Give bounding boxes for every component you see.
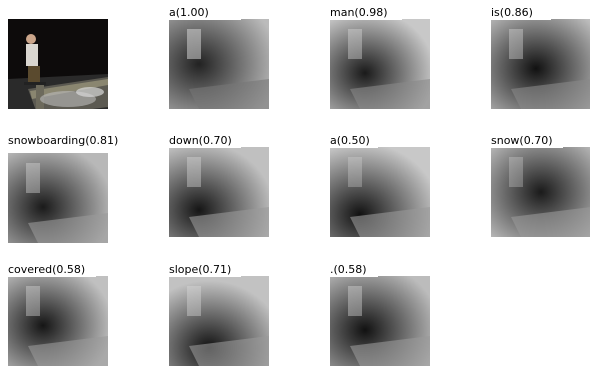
word-label: man(0.98): [330, 6, 402, 20]
word-label: .(0.58): [330, 263, 378, 277]
word-label: snowboarding(0.81): [8, 134, 130, 148]
attention-map: [8, 153, 108, 243]
attention-map: [169, 147, 269, 237]
attention-map: [491, 19, 590, 109]
attention-map: [8, 276, 108, 366]
word-label: is(0.86): [491, 6, 551, 20]
word-label: snow(0.70): [491, 134, 563, 148]
word-label: a(0.50): [330, 134, 378, 148]
original-photo: [8, 19, 108, 109]
attention-map: [330, 147, 430, 237]
attention-map: [330, 276, 430, 366]
word-label: covered(0.58): [8, 263, 96, 277]
word-label: down(0.70): [169, 134, 241, 148]
word-label: a(1.00): [169, 6, 241, 20]
attention-map: [169, 276, 269, 366]
word-label: slope(0.71): [169, 263, 241, 277]
attention-map: [330, 19, 430, 109]
attention-map: [169, 19, 269, 109]
attention-map: [491, 147, 590, 237]
